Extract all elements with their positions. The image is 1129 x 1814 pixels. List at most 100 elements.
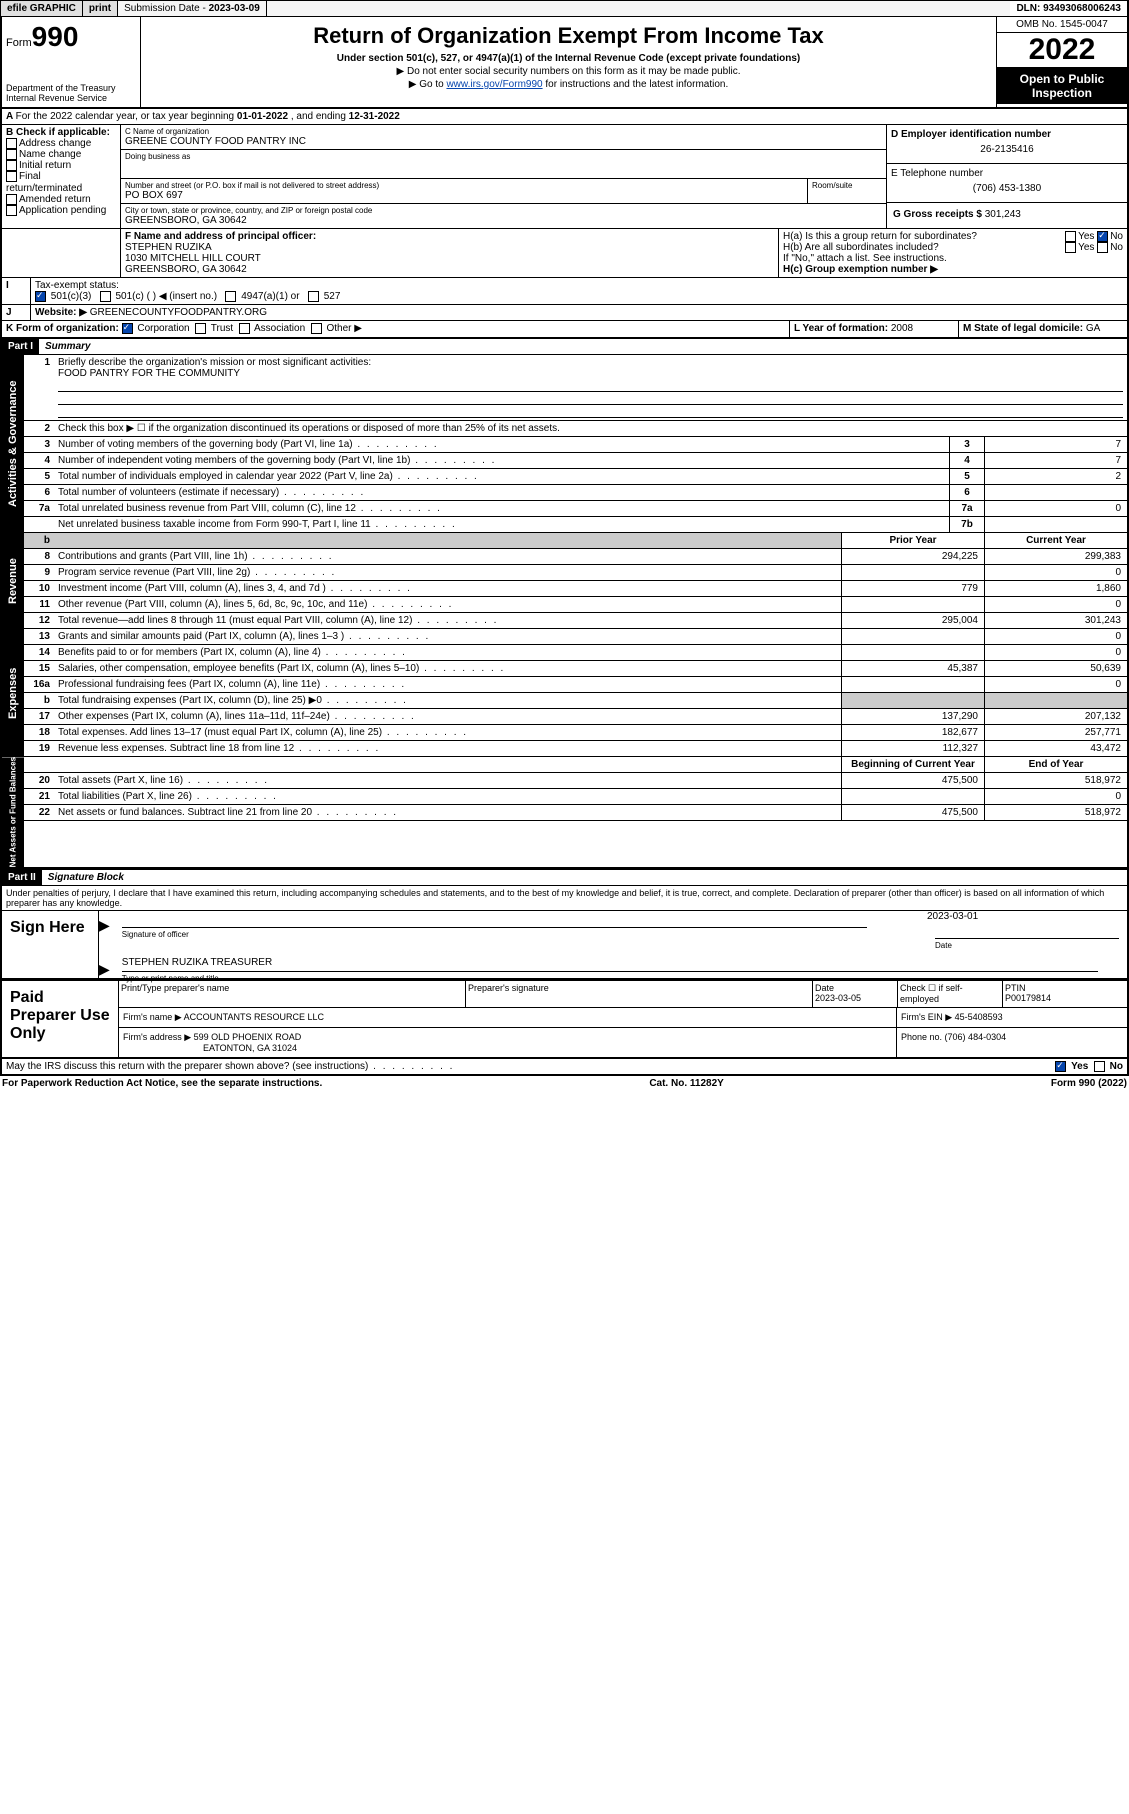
firm-addr1: 599 OLD PHOENIX ROAD	[194, 1032, 302, 1042]
ptin: P00179814	[1005, 993, 1125, 1003]
val-py	[841, 629, 984, 644]
val-py: 112,327	[841, 741, 984, 756]
officer-addr1: 1030 MITCHELL HILL COURT	[125, 253, 774, 264]
firm-phone: (706) 484-0304	[945, 1032, 1007, 1042]
line-9: 9Program service revenue (Part VIII, lin…	[24, 565, 1127, 581]
val-py	[841, 565, 984, 580]
foot-left: For Paperwork Reduction Act Notice, see …	[2, 1078, 322, 1089]
F-label: F Name and address of principal officer:	[125, 231, 774, 242]
line-20: 20Total assets (Part X, line 16)475,5005…	[24, 773, 1127, 789]
line-18: 18Total expenses. Add lines 13–17 (must …	[24, 725, 1127, 741]
line-12: 12Total revenue—add lines 8 through 11 (…	[24, 613, 1127, 629]
org-name: GREENE COUNTY FOOD PANTRY INC	[125, 136, 882, 147]
note1: ▶ Do not enter social security numbers o…	[143, 66, 994, 77]
I-label: I	[6, 280, 9, 291]
val-py: 475,500	[841, 805, 984, 820]
foot-right: Form 990 (2022)	[1051, 1078, 1127, 1089]
val-py	[841, 789, 984, 804]
form-header: Form990 Department of the Treasury Inter…	[0, 17, 1129, 109]
val-cy: 1,860	[984, 581, 1127, 596]
val-py	[841, 597, 984, 612]
cb-address[interactable]: Address change	[6, 138, 116, 149]
city: GREENSBORO, GA 30642	[125, 215, 882, 226]
activities-governance: Activities & Governance 1 Briefly descri…	[0, 355, 1129, 533]
dba-label: Doing business as	[125, 152, 882, 161]
room-label: Room/suite	[812, 181, 882, 190]
val-py	[841, 645, 984, 660]
firm-phone-label: Phone no.	[901, 1032, 945, 1042]
cb-pending[interactable]: Application pending	[6, 205, 116, 216]
side-exp: Expenses	[2, 629, 24, 757]
form-subtitle: Under section 501(c), 527, or 4947(a)(1)…	[143, 53, 994, 64]
sign-here: Sign Here ▶Signature of officer 2023-03-…	[0, 910, 1129, 980]
val-py: 45,387	[841, 661, 984, 676]
side-rev: Revenue	[2, 533, 24, 629]
q1: Briefly describe the organization's miss…	[58, 357, 1123, 368]
line-4: 4Number of independent voting members of…	[24, 453, 1127, 469]
footer: For Paperwork Reduction Act Notice, see …	[0, 1076, 1129, 1091]
irs: Internal Revenue Service	[6, 93, 136, 103]
val-cy: 301,243	[984, 613, 1127, 628]
prep-date: 2023-03-05	[815, 993, 895, 1003]
line-b: bTotal fundraising expenses (Part IX, co…	[24, 693, 1127, 709]
line-6: 6Total number of volunteers (estimate if…	[24, 485, 1127, 501]
block-FH: F Name and address of principal officer:…	[0, 229, 1129, 278]
C-label: C Name of organization	[125, 127, 882, 136]
line-16a: 16aProfessional fundraising fees (Part I…	[24, 677, 1127, 693]
line-21: 21Total liabilities (Part X, line 26)0	[24, 789, 1127, 805]
sig-name: STEPHEN RUZIKA TREASURER	[122, 957, 272, 968]
cb-name[interactable]: Name change	[6, 149, 116, 160]
officer-name: STEPHEN RUZIKA	[125, 242, 774, 253]
J-label: J	[6, 307, 12, 318]
line-22: 22Net assets or fund balances. Subtract …	[24, 805, 1127, 821]
fein-label: Firm's EIN ▶	[901, 1012, 955, 1022]
fein: 45-5408593	[955, 1012, 1003, 1022]
print-btn[interactable]: print	[83, 1, 118, 16]
line-5: 5Total number of individuals employed in…	[24, 469, 1127, 485]
cb-final[interactable]: Final return/terminated	[6, 171, 116, 193]
line-A: A For the 2022 calendar year, or tax yea…	[0, 109, 1129, 125]
cb-initial[interactable]: Initial return	[6, 160, 116, 171]
ein: 26-2135416	[891, 140, 1123, 159]
paid-preparer: Paid Preparer Use Only Print/Type prepar…	[0, 980, 1129, 1059]
revenue-section: Revenue bPrior YearCurrent Year 8Contrib…	[0, 533, 1129, 629]
efile-btn[interactable]: efile GRAPHIC	[1, 1, 83, 16]
val-cy: 257,771	[984, 725, 1127, 740]
officer-addr2: GREENSBORO, GA 30642	[125, 264, 774, 275]
val-cy: 518,972	[984, 805, 1127, 820]
irs-link[interactable]: www.irs.gov/Form990	[446, 79, 542, 90]
val-cy: 299,383	[984, 549, 1127, 564]
discuss-row: May the IRS discuss this return with the…	[0, 1059, 1129, 1076]
prep-selfemp: Check ☐ if self-employed	[898, 981, 1003, 1007]
side-na: Net Assets or Fund Balances	[2, 757, 24, 867]
note2: ▶ Go to www.irs.gov/Form990 for instruct…	[143, 79, 994, 90]
Hb: H(b) Are all subordinates included?	[783, 242, 1065, 253]
topbar: efile GRAPHIC print Submission Date - 20…	[0, 0, 1129, 17]
sig-name-label: Type or print name and title	[122, 974, 219, 983]
K: K Form of organization: Corporation Trus…	[2, 321, 790, 336]
val-py: 294,225	[841, 549, 984, 564]
city-label: City or town, state or province, country…	[125, 206, 882, 215]
addr: PO BOX 697	[125, 190, 803, 201]
website: Website: ▶ GREENECOUNTYFOODPANTRY.ORG	[31, 305, 1127, 320]
gross-receipts: 301,243	[985, 209, 1021, 220]
addr-label: Number and street (or P.O. box if mail i…	[125, 181, 803, 190]
val-py: 779	[841, 581, 984, 596]
omb: OMB No. 1545-0047	[997, 17, 1127, 33]
ptin-label: PTIN	[1005, 983, 1125, 993]
sign-here-label: Sign Here	[2, 911, 99, 978]
val-py	[841, 677, 984, 692]
prep-name-label: Print/Type preparer's name	[121, 983, 463, 993]
block-BCDEG: B Check if applicable: Address change Na…	[0, 125, 1129, 229]
telephone: (706) 453-1380	[891, 179, 1123, 198]
cb-amended[interactable]: Amended return	[6, 194, 116, 205]
netassets-section: Net Assets or Fund Balances Beginning of…	[0, 757, 1129, 869]
val-cy: 43,472	[984, 741, 1127, 756]
val-py: 137,290	[841, 709, 984, 724]
L: L Year of formation: 2008	[790, 321, 959, 336]
part1-header: Part ISummary	[0, 338, 1129, 355]
part2-header: Part IISignature Block	[0, 869, 1129, 886]
line-3: 3Number of voting members of the governi…	[24, 437, 1127, 453]
line-14: 14Benefits paid to or for members (Part …	[24, 645, 1127, 661]
firm-name: ACCOUNTANTS RESOURCE LLC	[184, 1012, 324, 1022]
